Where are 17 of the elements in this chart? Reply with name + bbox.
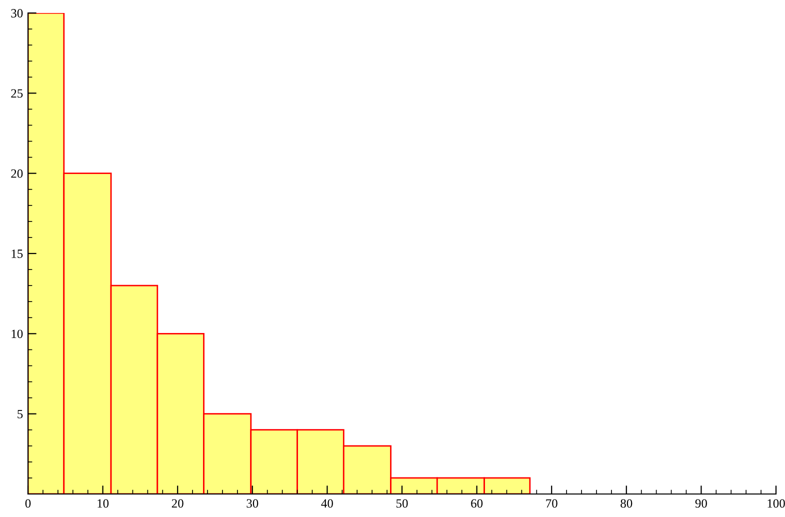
y-tick-label: 25 [11,89,23,98]
x-tick-label: 50 [396,499,408,508]
x-tick-label: 60 [471,499,483,508]
y-tick-label: 10 [12,330,23,338]
x-tick-label: 80 [620,499,632,508]
x-tick-label: 0 [25,499,31,508]
x-tick-label: 90 [695,499,707,508]
y-tick-label: 30 [11,9,23,18]
x-tick-label: 100 [768,499,785,508]
x-tick-label: 10 [98,499,109,508]
x-tick-label: 40 [321,499,333,508]
x-tick-label: 70 [546,499,558,508]
y-tick-label: 20 [11,169,23,178]
y-tick-label: 5 [18,410,23,418]
x-tick-label: 30 [246,499,258,508]
y-tick-label: 15 [12,250,23,258]
x-tick-label: 20 [172,499,184,508]
